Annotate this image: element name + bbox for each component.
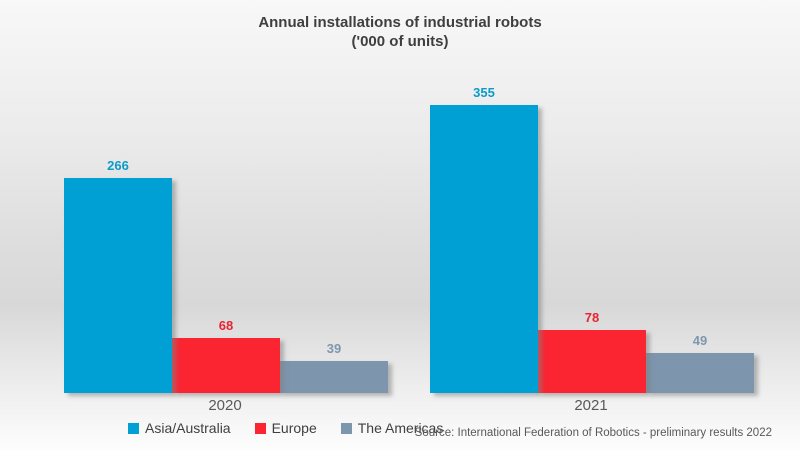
bar-value-label-the-americas-2021: 49 [692,333,708,348]
plot-area: 2020 2021 266 68 39 355 78 49 [64,80,754,414]
legend-label-the-americas: The Americas [357,420,444,436]
legend-item-asia-australia: Asia/Australia [128,420,231,436]
legend-item-the-americas: The Americas [340,420,444,436]
bar-asia-australia-2021 [430,105,538,393]
bar-europe-2020 [172,338,280,393]
chart-title-line1: Annual installations of industrial robot… [258,14,542,31]
legend-swatch-the-americas-icon [340,422,352,434]
chart-title: Annual installations of industrial robot… [0,13,800,51]
legend-swatch-asia-australia-icon [128,422,139,434]
bar-value-label-the-americas-2020: 39 [326,341,342,356]
bar-value-label-asia-australia-2021: 355 [473,85,495,100]
legend: Asia/Australia Europe The Americas [128,420,443,436]
bar-value-label-europe-2020: 68 [218,318,234,333]
legend-item-europe: Europe [254,420,317,436]
chart-title-line2: ('000 of units) [351,33,449,50]
bar-the-americas-2020 [280,361,388,393]
legend-swatch-europe-icon [254,422,266,434]
legend-label-asia-australia: Asia/Australia [145,420,231,436]
bar-the-americas-2021 [646,353,754,393]
x-axis-label-2020: 2020 [208,397,242,414]
bar-asia-australia-2020 [64,178,172,393]
source-note: Source: International Federation of Robo… [414,427,772,439]
x-axis-label-2021: 2021 [574,397,608,414]
bar-europe-2021 [538,330,646,393]
legend-label-europe: Europe [271,420,317,436]
bar-value-label-asia-australia-2020: 266 [107,158,129,173]
bar-value-label-europe-2021: 78 [584,310,600,325]
